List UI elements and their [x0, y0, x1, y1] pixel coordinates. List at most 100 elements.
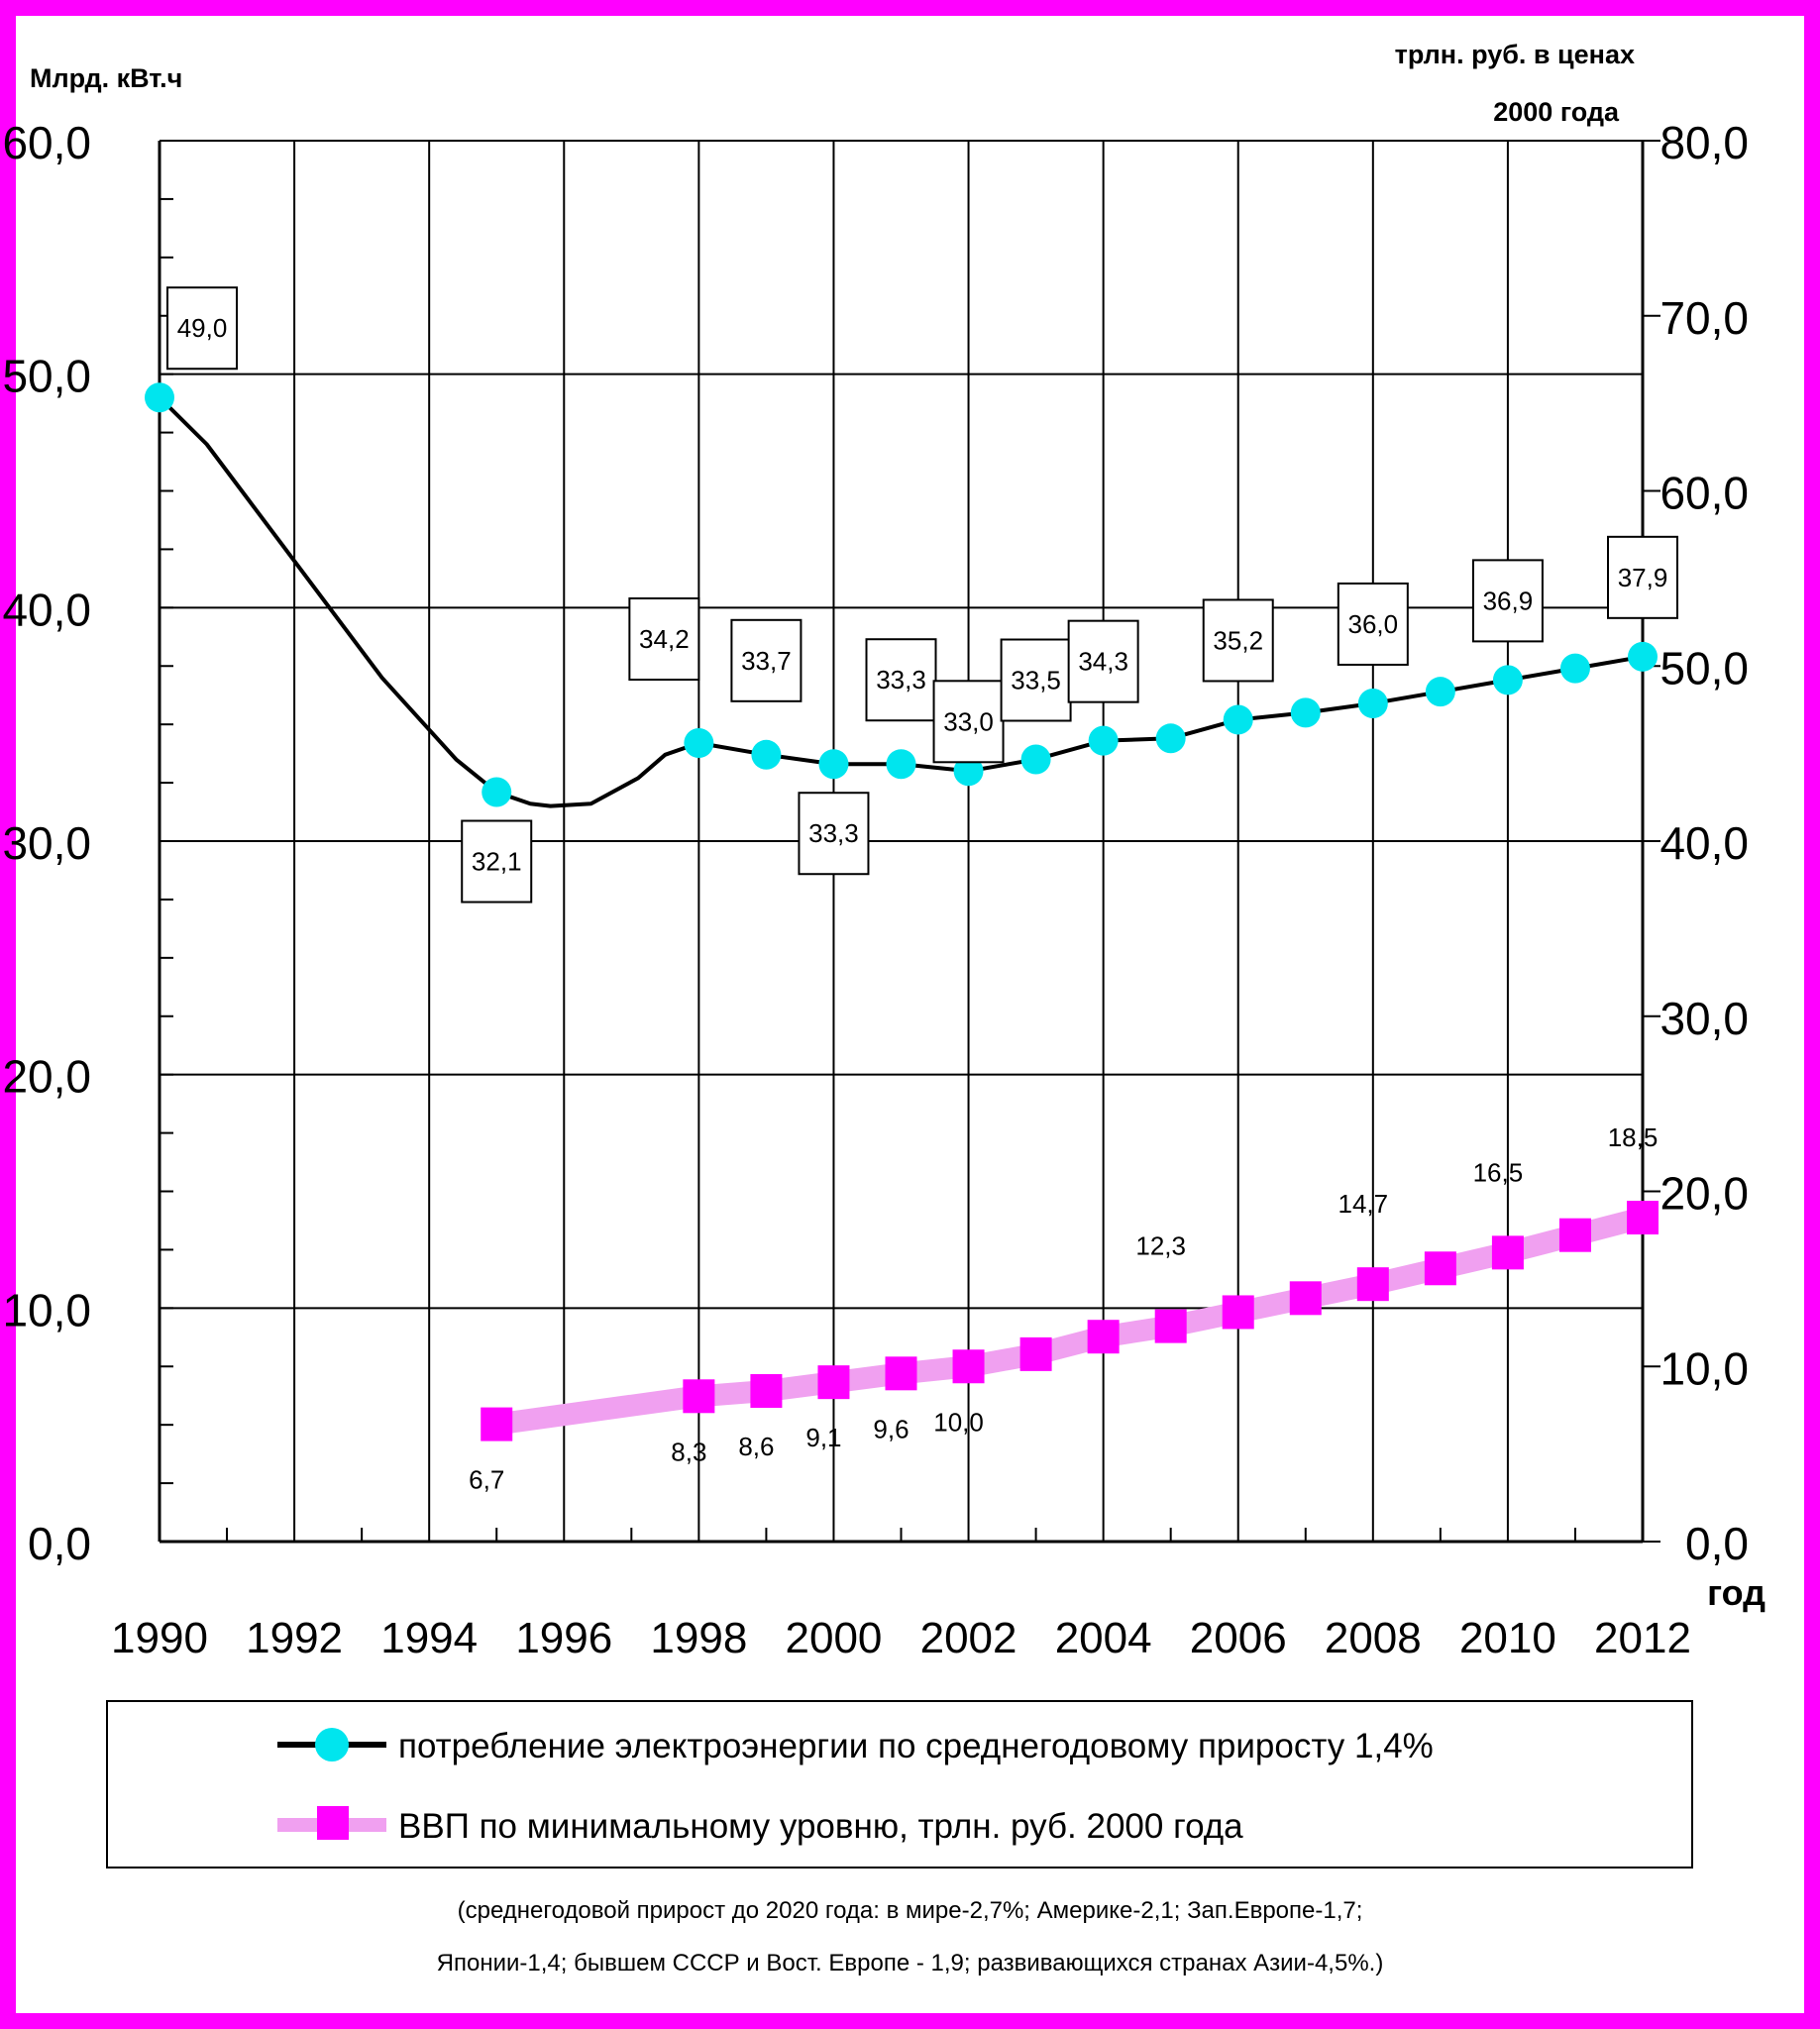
- x-tick-label: 2002: [920, 1614, 1017, 1662]
- consumption-line: [158, 395, 1644, 808]
- data-labels: 6,7 8,3 8,6 9,1 9,6 10,0 12,3 14,7 16,5 18,5 49,0 3…: [166, 286, 1678, 1495]
- y-left-tick-label: 40,0: [2, 584, 91, 635]
- footnote-line2: Японии-1,4; бывшем СССР и Вост. Европе -…: [436, 1950, 1384, 1976]
- y-right-tick-label: 80,0: [1659, 117, 1749, 168]
- x-tick-label: 1990: [111, 1614, 208, 1662]
- consumption-data-label-box: [1202, 598, 1274, 683]
- legend-consumption-label: потребление электроэнергии по среднегодо…: [398, 1727, 1434, 1765]
- x-tick-label: 1992: [246, 1614, 343, 1662]
- gdp-data-label: 10,0: [933, 1407, 984, 1437]
- y-right-tick-label: 50,0: [1659, 642, 1749, 694]
- gdp-point: [885, 1356, 917, 1391]
- consumption-data-label: 36,0: [1348, 609, 1399, 639]
- y-axis-right-title-line2: 2000 года: [1493, 97, 1620, 127]
- y-left-tick-label: 50,0: [2, 351, 91, 402]
- legend: потребление электроэнергии по среднегодо…: [106, 1700, 1693, 1869]
- y-right-tick-label: 30,0: [1659, 993, 1749, 1044]
- gdp-point: [1558, 1218, 1591, 1252]
- consumption-data-label-box: [1000, 638, 1072, 722]
- legend-gdp-label: ВВП по минимальному уровню, трлн. руб. 2…: [398, 1807, 1243, 1846]
- x-tick-label: 1994: [380, 1614, 478, 1662]
- x-tick-label: 2012: [1594, 1614, 1691, 1662]
- consumption-data-label: 32,1: [472, 847, 522, 877]
- consumption-point: [1290, 697, 1321, 728]
- consumption-point: [1020, 744, 1051, 775]
- x-axis-title: год: [1707, 1572, 1766, 1613]
- consumption-data-label: 33,0: [943, 706, 994, 736]
- y-left-tick-label: 0,0: [28, 1518, 91, 1569]
- consumption-point: [818, 749, 849, 780]
- consumption-data-label: 34,3: [1078, 647, 1128, 677]
- gdp-point: [683, 1379, 715, 1414]
- gdp-point: [1222, 1295, 1254, 1330]
- gdp-data-label: 14,7: [1338, 1189, 1389, 1219]
- consumption-data-label: 34,2: [639, 624, 690, 654]
- gdp-data-label: 9,1: [805, 1423, 841, 1452]
- gdp-point: [1424, 1251, 1456, 1286]
- gdp-point: [481, 1407, 513, 1442]
- legend-box: [106, 1700, 1693, 1869]
- consumption-point: [1088, 725, 1119, 756]
- y-right-tick-label: 60,0: [1659, 468, 1749, 519]
- consumption-data-label-box: [1607, 535, 1678, 619]
- consumption-point: [1223, 704, 1253, 735]
- gdp-point: [1356, 1267, 1389, 1302]
- axes: 0,0 10,0 20,0 30,0 40,0 50,0 60,0 0,0 10,0 20,0 30…: [2, 117, 1749, 1662]
- consumption-data-label: 36,9: [1483, 586, 1534, 615]
- y-left-tick-label: 10,0: [2, 1284, 91, 1335]
- consumption-data-label-box: [166, 286, 238, 371]
- consumption-point: [482, 777, 512, 807]
- consumption-point: [1628, 641, 1658, 672]
- legend-gdp-marker: [317, 1806, 349, 1840]
- consumption-data-label-box: [932, 680, 1005, 764]
- consumption-data-label: 49,0: [177, 313, 228, 343]
- consumption-point: [684, 728, 714, 759]
- y-left-tick-label: 60,0: [2, 117, 91, 168]
- consumption-data-label: 33,3: [876, 665, 926, 694]
- consumption-point: [145, 382, 174, 413]
- gdp-data-label: 8,3: [671, 1437, 706, 1466]
- y-right-tick-label: 0,0: [1685, 1518, 1749, 1569]
- y-right-tick-label: 40,0: [1659, 817, 1749, 869]
- consumption-point: [1357, 688, 1388, 718]
- consumption-data-label-box: [628, 597, 700, 682]
- x-tick-label: 2008: [1325, 1614, 1422, 1662]
- consumption-data-label: 35,2: [1213, 625, 1263, 655]
- gdp-data-label: 12,3: [1135, 1231, 1186, 1261]
- consumption-data-label-box: [798, 792, 870, 876]
- gdp-point: [817, 1365, 850, 1400]
- x-tick-label: 1996: [515, 1614, 612, 1662]
- gdp-series: [481, 1201, 1659, 1442]
- x-tick-label: 2004: [1055, 1614, 1152, 1662]
- y-right-tick-label: 10,0: [1659, 1342, 1749, 1394]
- consumption-point: [886, 749, 916, 780]
- consumption-data-label: 37,9: [1618, 563, 1668, 592]
- y-left-tick-label: 30,0: [2, 817, 91, 869]
- consumption-point: [1425, 677, 1455, 707]
- consumption-data-label-box: [1067, 619, 1139, 703]
- consumption-point: [953, 756, 984, 787]
- x-tick-label: 1998: [650, 1614, 747, 1662]
- y-left-tick-label: 20,0: [2, 1051, 91, 1103]
- gdp-data-label: 6,7: [469, 1465, 504, 1495]
- consumption-data-label: 33,5: [1011, 666, 1061, 695]
- consumption-point: [1559, 653, 1590, 684]
- gdp-point: [1019, 1336, 1052, 1371]
- consumption-point: [1155, 723, 1186, 754]
- x-tick-label: 2006: [1190, 1614, 1287, 1662]
- gridlines: [159, 140, 1644, 1543]
- consumption-data-label: 33,7: [741, 646, 792, 676]
- gdp-point: [750, 1373, 783, 1408]
- consumption-point: [1492, 665, 1523, 695]
- consumption-data-label: 33,3: [808, 818, 859, 848]
- consumption-data-label-box: [461, 819, 533, 904]
- consumption-data-label-box: [1471, 559, 1544, 643]
- gdp-data-label: 9,6: [873, 1414, 909, 1443]
- gdp-point: [952, 1349, 985, 1384]
- consumption-data-label-box: [1337, 582, 1409, 666]
- footnote-line1: (среднегодовой прирост до 2020 года: в м…: [457, 1897, 1363, 1924]
- y-axis-right-title-line1: трлн. руб. в ценах: [1395, 40, 1635, 69]
- y-right-tick-label: 20,0: [1659, 1168, 1749, 1220]
